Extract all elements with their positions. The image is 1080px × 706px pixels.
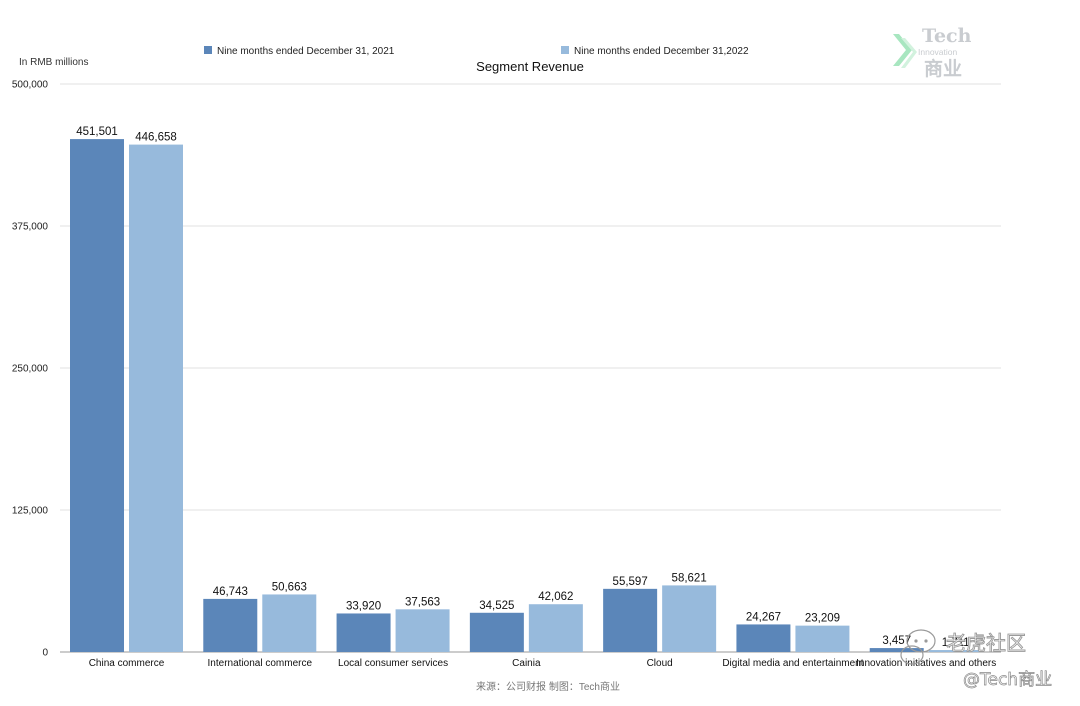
- y-tick-label: 125,000: [12, 506, 49, 517]
- y-tick-label: 500,000: [12, 80, 49, 91]
- value-label: 50,663: [272, 581, 307, 593]
- x-category-label: International commerce: [208, 658, 313, 669]
- x-category-label: Digital media and entertainment: [722, 658, 863, 669]
- y-tick-label: 375,000: [12, 222, 49, 233]
- bar-2022: [528, 604, 583, 652]
- chat-bubble-icon: [900, 629, 936, 665]
- bar-2021: [736, 624, 791, 652]
- logo-cn-text: 商业: [924, 57, 962, 80]
- bar-2022: [395, 609, 450, 652]
- value-label: 58,621: [672, 572, 707, 584]
- watermark-line2: @Tech商业: [963, 670, 1052, 690]
- bar-2022: [795, 625, 850, 652]
- x-category-label: Cloud: [647, 658, 673, 669]
- value-label: 451,501: [76, 126, 118, 138]
- logo-innovation-text: Innovation: [918, 47, 957, 57]
- value-label: 23,209: [805, 613, 840, 625]
- y-axis-unit-label: In RMB millions: [19, 57, 88, 68]
- y-axis-ticks: 0 125,000 250,000 375,000 500,000: [12, 80, 49, 659]
- value-label: 3,457: [882, 635, 911, 647]
- y-tick-label: 250,000: [12, 364, 49, 375]
- value-label: 42,062: [538, 591, 573, 603]
- x-axis-categories: China commerce International commerce Loca…: [89, 658, 997, 669]
- x-category-label: Cainia: [512, 658, 541, 669]
- x-category-label: China commerce: [89, 658, 165, 669]
- bar-2021: [603, 588, 658, 652]
- bar-2022: [662, 585, 717, 652]
- value-label: 55,597: [613, 576, 648, 588]
- value-label: 446,658: [135, 132, 177, 144]
- bar-2022: [928, 650, 983, 652]
- bar-2021: [70, 139, 124, 653]
- legend-swatch-2021: [204, 46, 212, 54]
- watermark-line1: 老虎社区: [946, 631, 1026, 655]
- bar-2021: [469, 612, 524, 652]
- value-label: 24,267: [746, 611, 781, 623]
- y-tick-label: 0: [42, 648, 48, 659]
- logo-tech-text: Tech: [922, 25, 972, 47]
- logo: Tech Innovation 商业: [893, 25, 972, 80]
- bar-2022: [262, 594, 317, 652]
- x-category-label: Local consumer services: [338, 658, 448, 669]
- value-label: 33,920: [346, 600, 381, 612]
- value-label: 37,563: [405, 596, 440, 608]
- bar-2021: [336, 613, 391, 652]
- gridlines: [60, 83, 1001, 653]
- value-label: 46,743: [213, 586, 248, 598]
- legend: Nine months ended December 31, 2021 Nine…: [204, 46, 749, 57]
- value-label: 34,525: [479, 600, 514, 612]
- legend-label-2022: Nine months ended December 31,2022: [574, 46, 749, 57]
- x-category-label: Innovation initiatives and others: [856, 658, 996, 669]
- bar-2021: [869, 648, 924, 652]
- watermark: 老虎社区 @Tech商业: [900, 629, 1052, 690]
- logo-arrow-icon: [893, 34, 917, 68]
- chart-title: Segment Revenue: [476, 59, 584, 74]
- bars: [70, 139, 983, 653]
- legend-label-2021: Nine months ended December 31, 2021: [217, 46, 395, 57]
- value-label: 1,711: [942, 637, 970, 649]
- value-labels: 451,501 446,658 46,743 50,663 33,920 37,563 34…: [76, 126, 969, 649]
- source-note: 来源：公司财报 制图：Tech商业: [476, 680, 620, 693]
- bar-2022: [129, 144, 183, 653]
- legend-swatch-2022: [561, 46, 569, 54]
- bar-2021: [203, 598, 258, 652]
